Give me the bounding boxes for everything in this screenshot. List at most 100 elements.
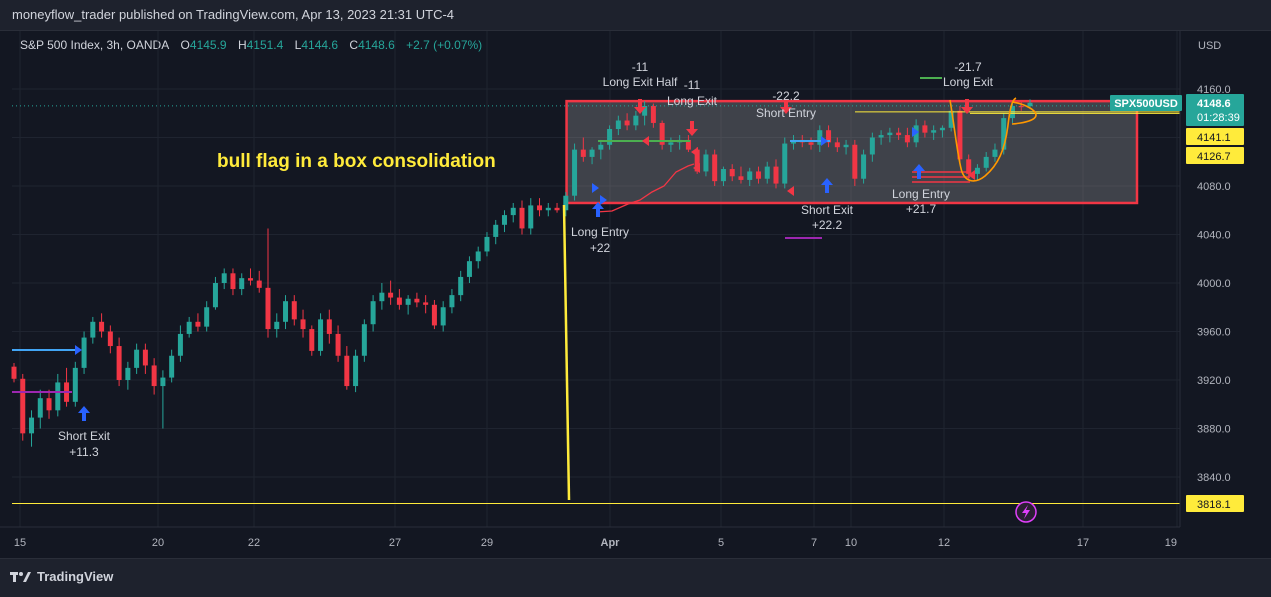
candle-body (493, 224, 499, 237)
high-label: H (237, 38, 247, 52)
candle-body (519, 207, 525, 229)
tradingview-logo[interactable]: TradingView (10, 569, 113, 584)
signal-label-long-exit: Long Exit (943, 75, 994, 89)
candle-body (72, 367, 78, 402)
signal-value: +21.7 (906, 202, 937, 216)
candle-body (852, 144, 858, 179)
arrow-up-icon (78, 406, 90, 421)
candle-body (598, 144, 604, 150)
candle-body (353, 355, 359, 387)
candle-body (747, 171, 753, 180)
candle-body (922, 125, 928, 133)
trailing-stop-line (595, 163, 695, 213)
footer-bar: TradingView (0, 558, 1271, 597)
candle-body (449, 295, 455, 308)
arrow-down-icon (634, 99, 646, 114)
high-value: 4151.4 (246, 38, 284, 52)
y-tick-label: 4000.0 (1197, 278, 1231, 290)
symbol-tag: SPX500USD (1114, 98, 1178, 110)
candle-body (195, 321, 201, 327)
candle-body (869, 137, 875, 155)
x-tick-label: 29 (481, 537, 493, 549)
tradingview-logo-icon (10, 571, 31, 582)
candle-body (694, 149, 700, 172)
candle-body (974, 167, 980, 174)
symbol-name[interactable]: S&P 500 Index, 3h, OANDA (20, 38, 170, 52)
red-level-lines (912, 171, 970, 183)
candle-body (528, 205, 534, 229)
y-tick-label: 3840.0 (1197, 472, 1231, 484)
price-tag-bg (1186, 128, 1244, 145)
candle-body (116, 346, 122, 380)
currency-label: USD (1198, 40, 1221, 52)
grid-layer (12, 31, 1180, 527)
candle-body (668, 142, 674, 145)
yellow-vertical-line (562, 204, 571, 501)
candle-body (685, 139, 691, 150)
arrow-down-icon (961, 99, 973, 114)
candle-body (318, 319, 324, 351)
candle-body (720, 169, 726, 182)
signal-label-short-exit: Short Exit (58, 429, 111, 443)
candle-body (335, 333, 341, 356)
x-tick-label: 22 (248, 537, 260, 549)
triangle-right-icon (600, 195, 607, 205)
candle-body (344, 355, 350, 387)
signal-label-long-entry: Long Entry (892, 187, 950, 201)
y-tick-label: 4080.0 (1197, 181, 1231, 193)
candle-body (221, 273, 227, 283)
y-tick-label: 4040.0 (1197, 230, 1231, 242)
candle-body (230, 273, 236, 290)
candle-body (957, 110, 963, 160)
candle-body (370, 301, 376, 325)
candle-body (545, 207, 551, 211)
x-tick-label: 17 (1077, 537, 1089, 549)
open-label: O (180, 38, 190, 52)
candle-body (475, 251, 481, 262)
x-tick-label: 27 (389, 537, 401, 549)
signal-value: -11 (632, 60, 649, 74)
candle-body (379, 292, 385, 302)
candle-body (274, 321, 280, 330)
candle-body (431, 304, 437, 326)
candle-body (931, 130, 937, 133)
bull-flag-curve (949, 97, 1017, 182)
x-tick-label: 5 (718, 537, 724, 549)
triangle-right-icon (75, 345, 82, 355)
candle-body (878, 135, 884, 138)
candle-body (256, 280, 262, 288)
x-tick-label: Apr (601, 537, 621, 549)
candle-body (1018, 105, 1024, 108)
candle-body (239, 278, 245, 290)
candle-body (29, 417, 35, 434)
change-value: +2.7 (+0.07%) (406, 38, 483, 52)
triangle-left-icon (968, 170, 975, 180)
arrow-up-icon (913, 164, 925, 179)
candle-body (537, 205, 543, 211)
candle-body (204, 307, 210, 327)
candle-body (107, 331, 113, 347)
price-tag-bg (1186, 495, 1244, 512)
arrow-up-icon (592, 202, 604, 217)
candle-body (186, 321, 192, 334)
box-layer (565, 99, 1139, 205)
candle-body (607, 129, 613, 145)
arrow-down-icon (686, 121, 698, 136)
candle-body (466, 261, 472, 277)
triangle-right-icon (912, 127, 919, 137)
triangle-left-icon (787, 186, 794, 196)
candle-body (966, 159, 972, 174)
candle-body (134, 349, 140, 368)
close-label: C (349, 38, 359, 52)
candle-body (423, 302, 429, 305)
candle-body (1027, 102, 1033, 107)
x-tick-label: 19 (1165, 537, 1177, 549)
candle-body (948, 110, 954, 128)
signal-label-long-exit: Long Exit (667, 94, 718, 108)
triangle-left-icon (691, 147, 698, 157)
candle-body (265, 287, 271, 330)
x-tick-label: 15 (14, 537, 26, 549)
candle-body (151, 365, 157, 387)
